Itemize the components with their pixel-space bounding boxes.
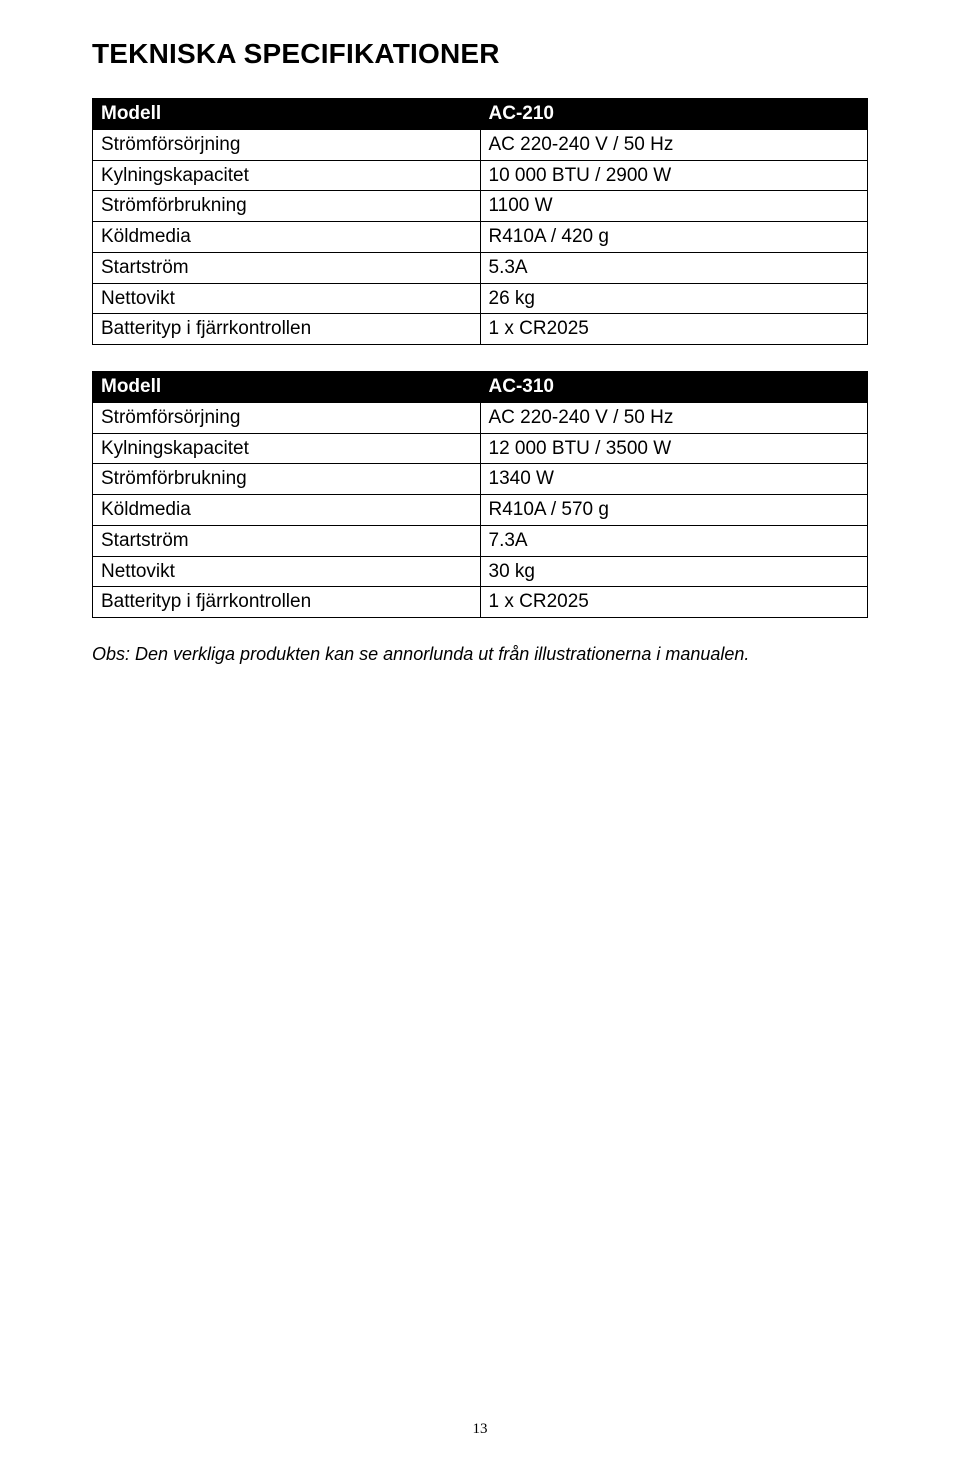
spec-label: Strömförbrukning <box>93 464 481 495</box>
spec-value: 7.3A <box>480 525 868 556</box>
spec-value: R410A / 570 g <box>480 495 868 526</box>
spec-label: Kylningskapacitet <box>93 433 481 464</box>
page-container: TEKNISKA SPECIFIKATIONER Modell AC-210 S… <box>0 0 960 1474</box>
footnote: Obs: Den verkliga produkten kan se annor… <box>92 644 868 665</box>
table-header-row: Modell AC-210 <box>93 99 868 130</box>
spec-label: Batterityp i fjärrkontrollen <box>93 314 481 345</box>
table-row: Strömförbrukning 1100 W <box>93 191 868 222</box>
spec-label: Strömförsörjning <box>93 129 481 160</box>
spec-label: Nettovikt <box>93 556 481 587</box>
spec-value: 26 kg <box>480 283 868 314</box>
spec-label: Batterityp i fjärrkontrollen <box>93 587 481 618</box>
spec-label: Startström <box>93 252 481 283</box>
table-row: Strömförbrukning 1340 W <box>93 464 868 495</box>
table-row: Batterityp i fjärrkontrollen 1 x CR2025 <box>93 587 868 618</box>
spec-label: Nettovikt <box>93 283 481 314</box>
spec-label: Strömförbrukning <box>93 191 481 222</box>
table-header-left: Modell <box>93 372 481 403</box>
spec-value: 10 000 BTU / 2900 W <box>480 160 868 191</box>
spec-value: AC 220-240 V / 50 Hz <box>480 402 868 433</box>
table-row: Strömförsörjning AC 220-240 V / 50 Hz <box>93 402 868 433</box>
table-row: Kylningskapacitet 12 000 BTU / 3500 W <box>93 433 868 464</box>
spec-label: Startström <box>93 525 481 556</box>
table-row: Batterityp i fjärrkontrollen 1 x CR2025 <box>93 314 868 345</box>
table-row: Startström 7.3A <box>93 525 868 556</box>
spec-value: 5.3A <box>480 252 868 283</box>
page-number: 13 <box>0 1421 960 1438</box>
table-row: Nettovikt 30 kg <box>93 556 868 587</box>
spec-label: Kylningskapacitet <box>93 160 481 191</box>
table-row: Köldmedia R410A / 570 g <box>93 495 868 526</box>
spec-value: AC 220-240 V / 50 Hz <box>480 129 868 160</box>
spec-value: R410A / 420 g <box>480 222 868 253</box>
spec-value: 1 x CR2025 <box>480 587 868 618</box>
spec-label: Strömförsörjning <box>93 402 481 433</box>
spec-label: Köldmedia <box>93 495 481 526</box>
spec-table-0: Modell AC-210 Strömförsörjning AC 220-24… <box>92 98 868 345</box>
spec-value: 1100 W <box>480 191 868 222</box>
table-header-right: AC-210 <box>480 99 868 130</box>
table-row: Kylningskapacitet 10 000 BTU / 2900 W <box>93 160 868 191</box>
spec-value: 30 kg <box>480 556 868 587</box>
spec-table-1: Modell AC-310 Strömförsörjning AC 220-24… <box>92 371 868 618</box>
table-header-right: AC-310 <box>480 372 868 403</box>
spec-value: 1 x CR2025 <box>480 314 868 345</box>
table-row: Köldmedia R410A / 420 g <box>93 222 868 253</box>
table-header-row: Modell AC-310 <box>93 372 868 403</box>
table-row: Strömförsörjning AC 220-240 V / 50 Hz <box>93 129 868 160</box>
table-row: Startström 5.3A <box>93 252 868 283</box>
spec-value: 12 000 BTU / 3500 W <box>480 433 868 464</box>
table-header-left: Modell <box>93 99 481 130</box>
table-row: Nettovikt 26 kg <box>93 283 868 314</box>
page-title: TEKNISKA SPECIFIKATIONER <box>92 38 868 70</box>
spec-label: Köldmedia <box>93 222 481 253</box>
spec-value: 1340 W <box>480 464 868 495</box>
